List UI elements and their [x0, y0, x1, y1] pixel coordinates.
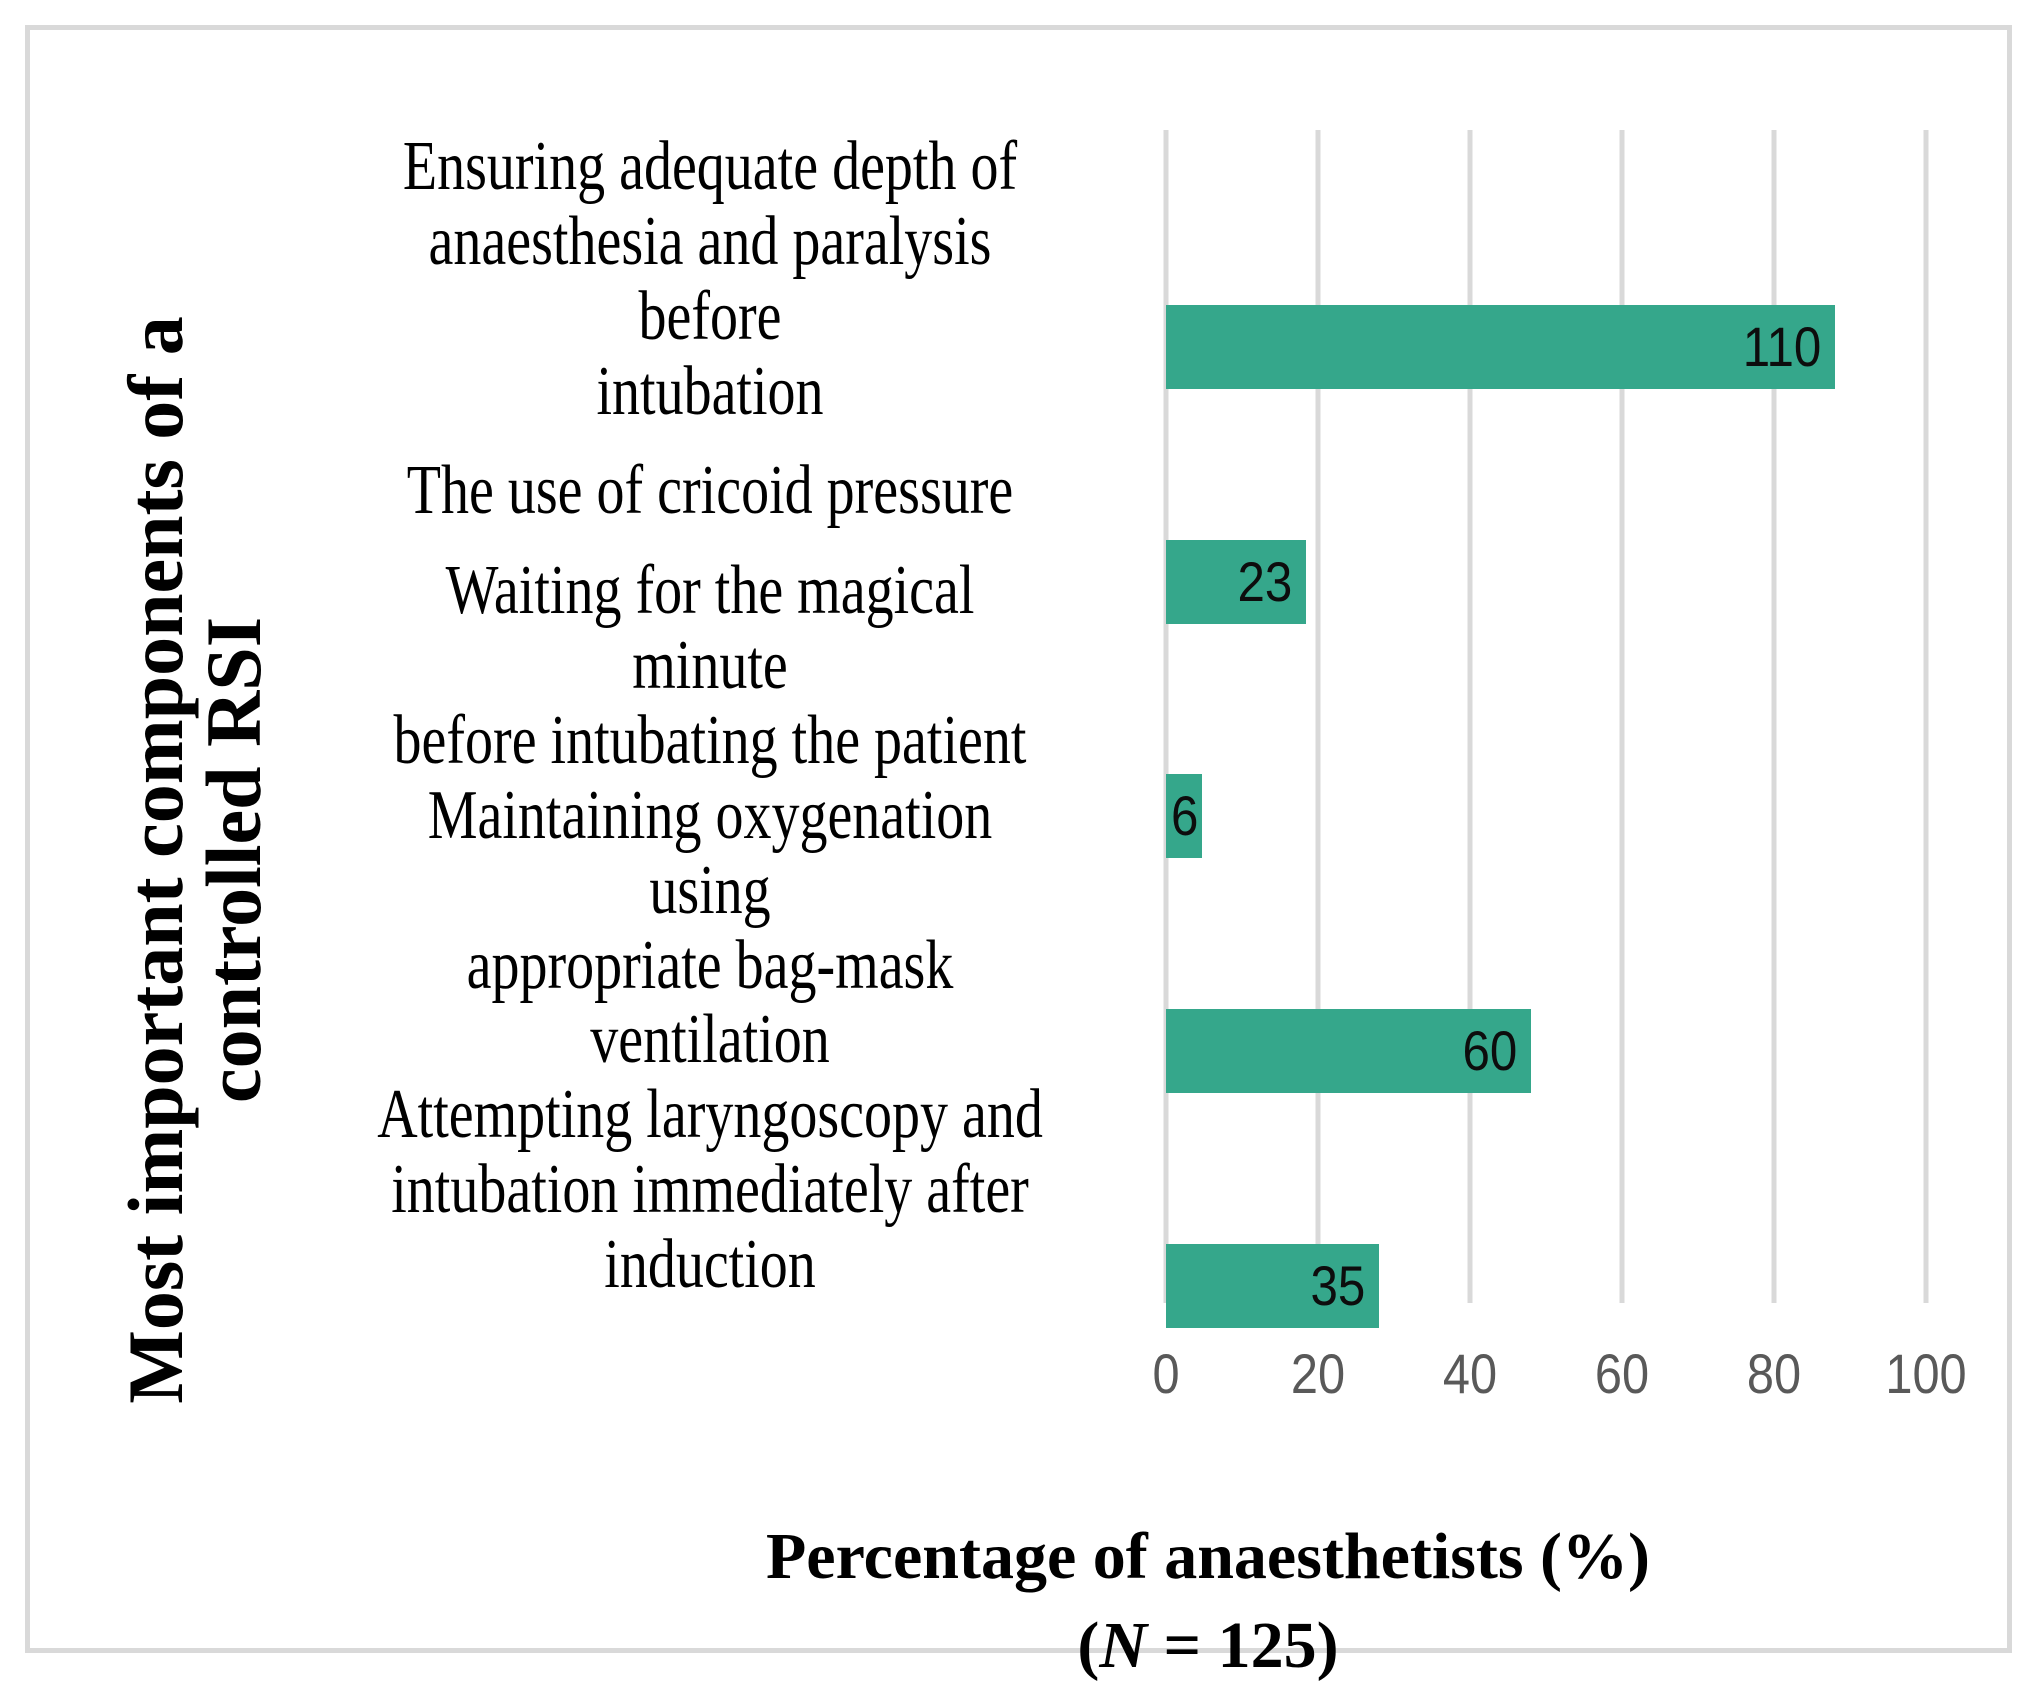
gridline — [1163, 130, 1169, 1303]
plot-area: 110 23 6 60 35 — [1163, 130, 2040, 1328]
x-tick-label: 40 — [1442, 1342, 1498, 1405]
category-label-row: Waiting for the magical minute before in… — [282, 552, 1138, 779]
bar-value-label: 35 — [1309, 1254, 1365, 1317]
gridline — [1619, 130, 1625, 1303]
category-label: Maintaining oxygenation using appropriat… — [427, 776, 993, 1079]
category-label: Waiting for the magical minute before in… — [393, 552, 1027, 779]
x-tick-label: 60 — [1594, 1342, 1650, 1405]
x-axis-title-line2: (N = 125) — [628, 1601, 1788, 1690]
x-tick-label: 20 — [1290, 1342, 1346, 1405]
n-symbol: N — [1099, 1609, 1148, 1682]
bar-cricoid-pressure: 23 — [1166, 540, 1306, 624]
bar-maintaining-oxygenation: 60 — [1166, 1009, 1531, 1093]
bar-attempting-laryngoscopy: 35 — [1166, 1244, 1379, 1328]
x-axis-tick-labels: 0 20 40 60 80 100 — [1152, 1342, 2040, 1416]
category-label-row: Ensuring adequate depth of anaesthesia a… — [282, 128, 1138, 430]
x-tick-label: 80 — [1746, 1342, 1802, 1405]
figure-frame: Most important components of a controlle… — [25, 25, 2012, 1682]
bar-value-label: 60 — [1461, 1019, 1517, 1082]
x-tick-label: 100 — [1885, 1342, 1967, 1405]
bar-magical-minute: 6 — [1166, 774, 1203, 858]
gridline — [1315, 130, 1321, 1303]
bar-value-label: 23 — [1237, 550, 1292, 613]
gridline — [1467, 130, 1473, 1303]
x-axis-title: Percentage of anaesthetists (%) (N = 125… — [628, 1512, 1788, 1690]
category-label-row: The use of cricoid pressure — [282, 430, 1138, 555]
gridline — [1771, 130, 1777, 1303]
bar-value-label: 6 — [1171, 784, 1199, 847]
n-value: = 125) — [1147, 1609, 1339, 1682]
paren-open: ( — [1077, 1609, 1100, 1682]
y-axis-title: Most important components of a controlle… — [112, 316, 277, 1404]
bar-ensuring-depth: 110 — [1166, 305, 1835, 389]
bar-value-label: 110 — [1742, 315, 1821, 378]
category-label-row: Attempting laryngoscopy and intubation i… — [282, 1076, 1138, 1304]
category-label: Ensuring adequate depth of anaesthesia a… — [402, 128, 1018, 430]
category-label: Attempting laryngoscopy and intubation i… — [377, 1076, 1043, 1304]
x-axis-title-line1: Percentage of anaesthetists (%) — [765, 1520, 1651, 1593]
category-axis-labels: Ensuring adequate depth of anaesthesia a… — [282, 128, 1138, 1304]
gridline — [1923, 130, 1929, 1303]
x-tick-label: 0 — [1152, 1342, 1180, 1405]
category-label-row: Maintaining oxygenation using appropriat… — [282, 776, 1138, 1079]
category-label: The use of cricoid pressure — [406, 452, 1014, 530]
